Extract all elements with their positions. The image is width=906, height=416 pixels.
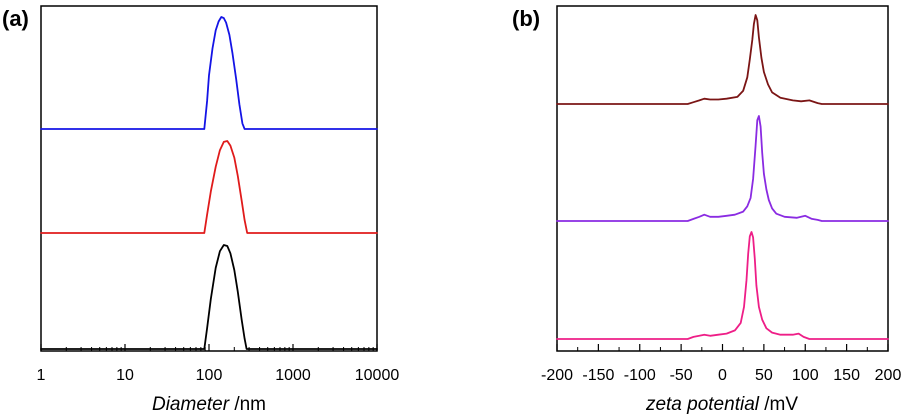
x-axis-title-a-quantity: Diameter bbox=[152, 394, 230, 415]
x-tick-label-a: 10000 bbox=[355, 367, 400, 384]
x-tick-label-b: -150 bbox=[582, 367, 614, 384]
series-line-a-2 bbox=[40, 140, 378, 234]
series-line-b-2 bbox=[556, 115, 889, 222]
x-tick-label-a: 100 bbox=[196, 367, 223, 384]
series-group-b bbox=[556, 14, 889, 340]
series-line-b-1 bbox=[556, 14, 889, 105]
x-axis-title-a-unit: /nm bbox=[229, 394, 266, 415]
series-line-b-3 bbox=[556, 231, 889, 340]
series-line-a-3 bbox=[40, 244, 378, 350]
x-tick-label-b: 150 bbox=[833, 367, 860, 384]
x-axis-title-b-quantity: zeta potential bbox=[645, 394, 760, 415]
series-line-a-1 bbox=[40, 16, 378, 130]
x-tick-label-a: 1 bbox=[37, 367, 46, 384]
x-tick-label-b: -50 bbox=[670, 367, 693, 384]
x-tick-label-a: 10 bbox=[116, 367, 134, 384]
series-group-a bbox=[40, 16, 378, 350]
x-tick-label-b: 0 bbox=[718, 367, 727, 384]
panel-a-label: (a) bbox=[2, 6, 29, 31]
x-axis-title-a: Diameter /nm bbox=[152, 394, 266, 415]
x-axis-title-b: zeta potential /mV bbox=[645, 394, 798, 415]
panel-a: (a) 1 10 100 1000 10000 Diameter /nm bbox=[2, 5, 400, 415]
x-axis-a: 1 10 100 1000 10000 bbox=[37, 344, 400, 384]
panel-b: (b) -200 -150 -100 -50 0 50 100 150 200 zeta pot… bbox=[512, 5, 901, 415]
x-axis-b: -200 -150 -100 -50 0 50 100 150 200 bbox=[541, 344, 901, 384]
x-axis-title-b-unit: /mV bbox=[759, 394, 798, 415]
x-tick-label-b: 100 bbox=[792, 367, 819, 384]
panel-b-label: (b) bbox=[512, 6, 540, 31]
x-tick-label-b: 200 bbox=[875, 367, 902, 384]
x-tick-label-b: -200 bbox=[541, 367, 573, 384]
x-tick-label-b: -100 bbox=[624, 367, 656, 384]
plot-frame-b bbox=[556, 5, 889, 352]
plot-frame-a bbox=[40, 5, 378, 352]
x-tick-label-a: 1000 bbox=[275, 367, 311, 384]
x-tick-label-b: 50 bbox=[755, 367, 773, 384]
